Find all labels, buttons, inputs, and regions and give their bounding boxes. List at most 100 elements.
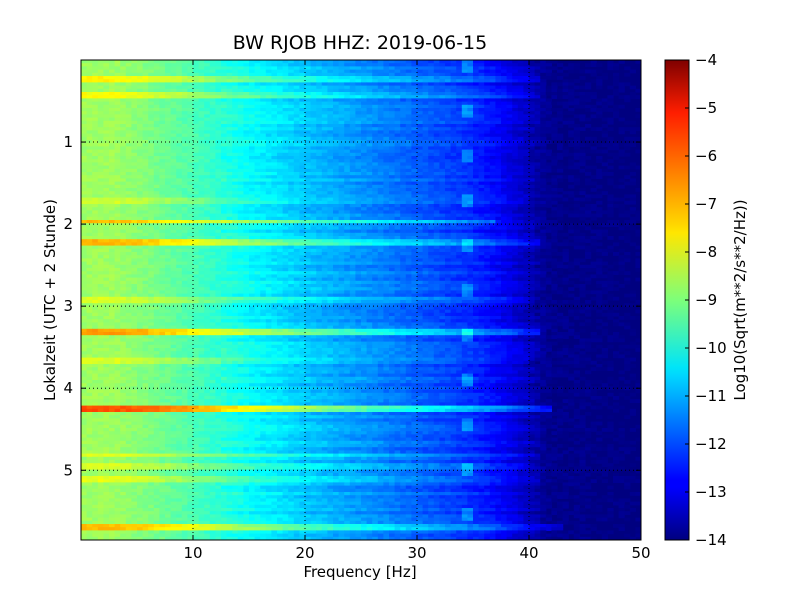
heatmap-cell bbox=[243, 220, 250, 224]
heatmap-cell bbox=[221, 133, 228, 138]
heatmap-cell bbox=[288, 120, 295, 125]
heatmap-cell bbox=[428, 143, 435, 147]
heatmap-cell bbox=[254, 133, 261, 138]
heatmap-cell bbox=[512, 69, 519, 74]
heatmap-cell bbox=[282, 136, 289, 141]
heatmap-cell bbox=[321, 120, 328, 125]
heatmap-cell bbox=[411, 152, 418, 157]
heatmap-cell bbox=[478, 88, 485, 93]
heatmap-cell bbox=[417, 146, 424, 151]
heatmap-cell bbox=[254, 92, 261, 96]
heatmap-row bbox=[81, 152, 631, 157]
heatmap-cell bbox=[523, 200, 530, 205]
heatmap-cell bbox=[305, 120, 312, 125]
heatmap-cell bbox=[529, 76, 536, 80]
heatmap-cell bbox=[361, 165, 368, 170]
heatmap-cell bbox=[545, 178, 552, 183]
heatmap-cell bbox=[142, 204, 149, 208]
heatmap-cell bbox=[506, 200, 513, 205]
heatmap-cell bbox=[473, 226, 480, 231]
heatmap-cell bbox=[428, 175, 435, 179]
heatmap-cell bbox=[120, 76, 127, 80]
heatmap-cell bbox=[540, 66, 547, 71]
heatmap-cell bbox=[422, 194, 429, 199]
heatmap-cell bbox=[226, 124, 233, 128]
heatmap-cell bbox=[288, 69, 295, 74]
heatmap-cell bbox=[221, 191, 228, 195]
heatmap-cell bbox=[321, 130, 328, 135]
heatmap-cell bbox=[92, 172, 99, 176]
heatmap-cell bbox=[495, 200, 502, 205]
heatmap-cell bbox=[338, 66, 345, 71]
heatmap-cell bbox=[456, 114, 463, 119]
heatmap-cell bbox=[428, 207, 435, 211]
heatmap-cell bbox=[159, 229, 166, 234]
heatmap-cell bbox=[142, 213, 149, 218]
heatmap-cell bbox=[585, 85, 592, 90]
heatmap-cell bbox=[209, 60, 216, 64]
heatmap-cell bbox=[579, 152, 586, 157]
heatmap-cell bbox=[512, 104, 519, 109]
heatmap-cell bbox=[103, 95, 110, 99]
heatmap-cell bbox=[277, 136, 284, 141]
heatmap-cell bbox=[484, 60, 491, 64]
heatmap-cell bbox=[534, 82, 541, 87]
heatmap-cell bbox=[551, 85, 558, 90]
heatmap-cell bbox=[456, 120, 463, 125]
heatmap-cell bbox=[142, 188, 149, 192]
heatmap-cell bbox=[277, 207, 284, 211]
heatmap-cell bbox=[243, 76, 250, 80]
heatmap-cell bbox=[478, 117, 485, 122]
heatmap-cell bbox=[109, 194, 116, 199]
heatmap-cell bbox=[232, 69, 239, 74]
heatmap-cell bbox=[260, 108, 267, 112]
heatmap-cell bbox=[260, 226, 267, 231]
heatmap-cell bbox=[450, 229, 457, 234]
heatmap-cell bbox=[142, 184, 149, 189]
heatmap-cell bbox=[288, 124, 295, 128]
heatmap-cell bbox=[237, 194, 244, 199]
heatmap-cell bbox=[148, 120, 155, 125]
heatmap-cell bbox=[237, 120, 244, 125]
heatmap-cell bbox=[198, 101, 205, 106]
heatmap-cell bbox=[478, 216, 485, 221]
heatmap-cell bbox=[489, 63, 496, 67]
heatmap-cell bbox=[585, 104, 592, 109]
heatmap-cell bbox=[260, 188, 267, 192]
heatmap-cell bbox=[540, 117, 547, 122]
heatmap-cell bbox=[321, 143, 328, 147]
heatmap-cell bbox=[422, 156, 429, 160]
heatmap-cell bbox=[142, 207, 149, 211]
heatmap-cell bbox=[557, 188, 564, 192]
heatmap-cell bbox=[221, 98, 228, 103]
heatmap-cell bbox=[534, 226, 541, 231]
heatmap-cell bbox=[512, 114, 519, 119]
heatmap-cell bbox=[366, 60, 373, 64]
heatmap-cell bbox=[282, 172, 289, 176]
heatmap-cell bbox=[260, 181, 267, 186]
heatmap-cell bbox=[355, 114, 362, 119]
heatmap-cell bbox=[221, 175, 228, 179]
heatmap-cell bbox=[114, 85, 121, 90]
heatmap-cell bbox=[394, 85, 401, 90]
heatmap-cell bbox=[405, 223, 412, 227]
heatmap-cell bbox=[120, 146, 127, 151]
heatmap-cell bbox=[277, 213, 284, 218]
heatmap-cell bbox=[355, 216, 362, 221]
heatmap-cell bbox=[579, 101, 586, 106]
heatmap-cell bbox=[97, 108, 104, 112]
heatmap-cell bbox=[568, 98, 575, 103]
heatmap-cell bbox=[243, 82, 250, 87]
heatmap-cell bbox=[540, 159, 547, 163]
heatmap-cell bbox=[299, 98, 306, 103]
heatmap-cell bbox=[372, 197, 379, 202]
heatmap-cell bbox=[383, 111, 390, 115]
heatmap-cell bbox=[389, 66, 396, 71]
heatmap-cell bbox=[450, 184, 457, 189]
heatmap-cell bbox=[456, 60, 463, 64]
heatmap-cell bbox=[260, 76, 267, 80]
heatmap-cell bbox=[114, 191, 121, 195]
heatmap-cell bbox=[450, 204, 457, 208]
heatmap-cell bbox=[529, 165, 536, 170]
heatmap-cell bbox=[372, 117, 379, 122]
